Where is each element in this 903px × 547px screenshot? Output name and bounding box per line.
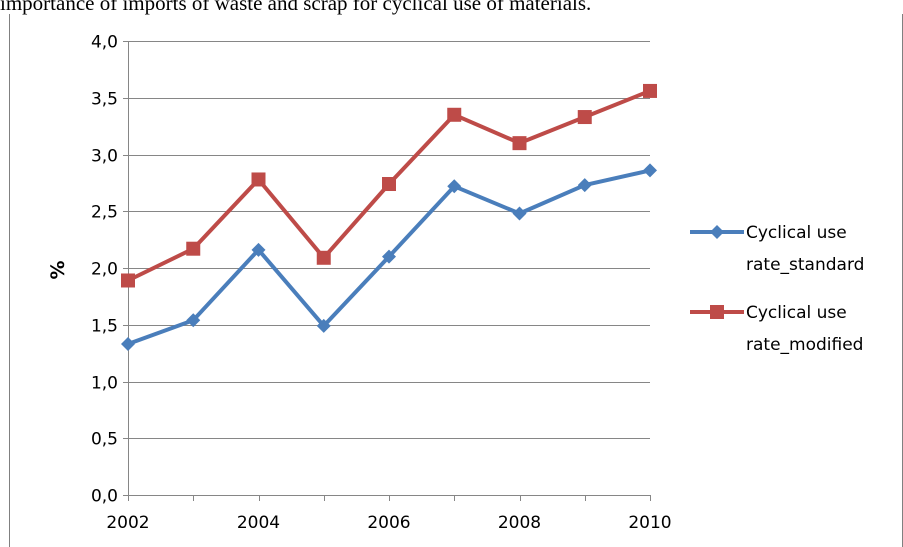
data-point [512,206,527,221]
x-tick-label: 2002 [106,513,149,533]
data-point [577,178,592,193]
data-point [643,163,657,178]
data-point [121,337,135,352]
plot-series [121,83,657,352]
y-tick-labels: 0,0 0,5 1,0 1,5 2,0 2,5 3,0 3,5 4,0 [91,33,118,507]
y-tick-label: 3,5 [91,90,118,110]
figure-caption: importance of imports of waste and scrap… [0,0,592,15]
y-axis-label: % [47,260,69,279]
data-point [316,250,331,265]
axes [128,41,651,501]
legend: Cyclical use rate_standard Cyclical use rat… [690,223,864,355]
data-point [577,110,592,125]
legend-label: rate_standard [746,255,864,275]
x-tick-label: 2004 [237,513,280,533]
chart-frame [9,14,903,547]
data-point [447,107,462,122]
data-point [643,83,657,98]
y-tick-label: 2,5 [91,203,118,223]
data-point [121,273,135,288]
data-point [382,177,396,192]
data-point [710,305,724,319]
y-tick-label: 0,0 [91,487,118,507]
x-tick-labels: 2002 2004 2006 2008 2010 [106,513,671,533]
data-point [512,136,527,151]
y-tick-label: 2,0 [91,260,118,280]
legend-label: rate_modified [746,335,863,355]
data-point [447,179,462,194]
data-point [710,225,724,239]
y-tick-label: 0,5 [91,430,118,450]
data-point [382,249,396,264]
series-2 [121,83,657,288]
legend-entry-1: Cyclical use rate_standard [690,223,864,275]
legend-entry-2: Cyclical use rate_modified [690,303,863,355]
legend-label: Cyclical use [746,223,847,243]
legend-label: Cyclical use [746,303,847,323]
y-tick-label: 1,0 [91,374,118,394]
data-point [251,242,266,257]
y-tick-label: 3,0 [91,147,118,167]
series-1 [121,163,657,352]
data-point [186,313,201,328]
data-point [186,241,201,256]
data-point [251,172,266,187]
x-tick-label: 2006 [367,513,410,533]
gridlines [123,41,650,496]
y-tick-label: 1,5 [91,317,118,337]
y-tick-label: 4,0 [91,33,118,53]
x-tick-label: 2010 [628,513,671,533]
x-tick-label: 2008 [498,513,541,533]
data-point [316,318,331,333]
